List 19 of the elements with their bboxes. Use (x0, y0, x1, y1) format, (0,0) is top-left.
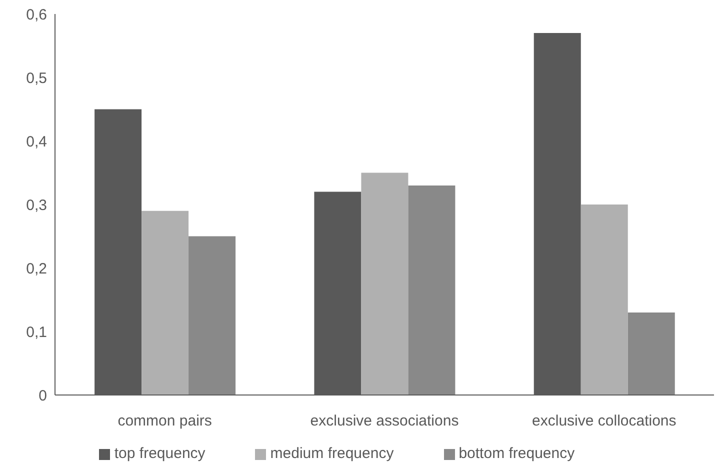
y-tick-label: 0,4 (26, 133, 47, 150)
legend-label: bottom frequency (458, 445, 575, 462)
bar (408, 185, 456, 395)
y-tick-label: 0 (38, 387, 47, 404)
bar (580, 204, 628, 395)
y-tick-label: 0,3 (26, 196, 47, 214)
bar (628, 312, 675, 395)
x-tick-label: common pairs (118, 412, 212, 430)
y-tick-label: 0,5 (26, 70, 47, 87)
bar (142, 210, 189, 395)
x-tick-label: exclusive associations (310, 412, 459, 430)
y-tick-label: 0,2 (26, 260, 47, 278)
x-tick-label: exclusive collocations (532, 412, 676, 430)
bar (188, 236, 236, 395)
y-tick-label: 0,1 (26, 324, 47, 341)
legend-label: medium frequency (270, 445, 394, 462)
y-tick-label: 0,6 (26, 6, 47, 24)
legend-label: top frequency (114, 445, 206, 462)
bar (361, 172, 408, 395)
